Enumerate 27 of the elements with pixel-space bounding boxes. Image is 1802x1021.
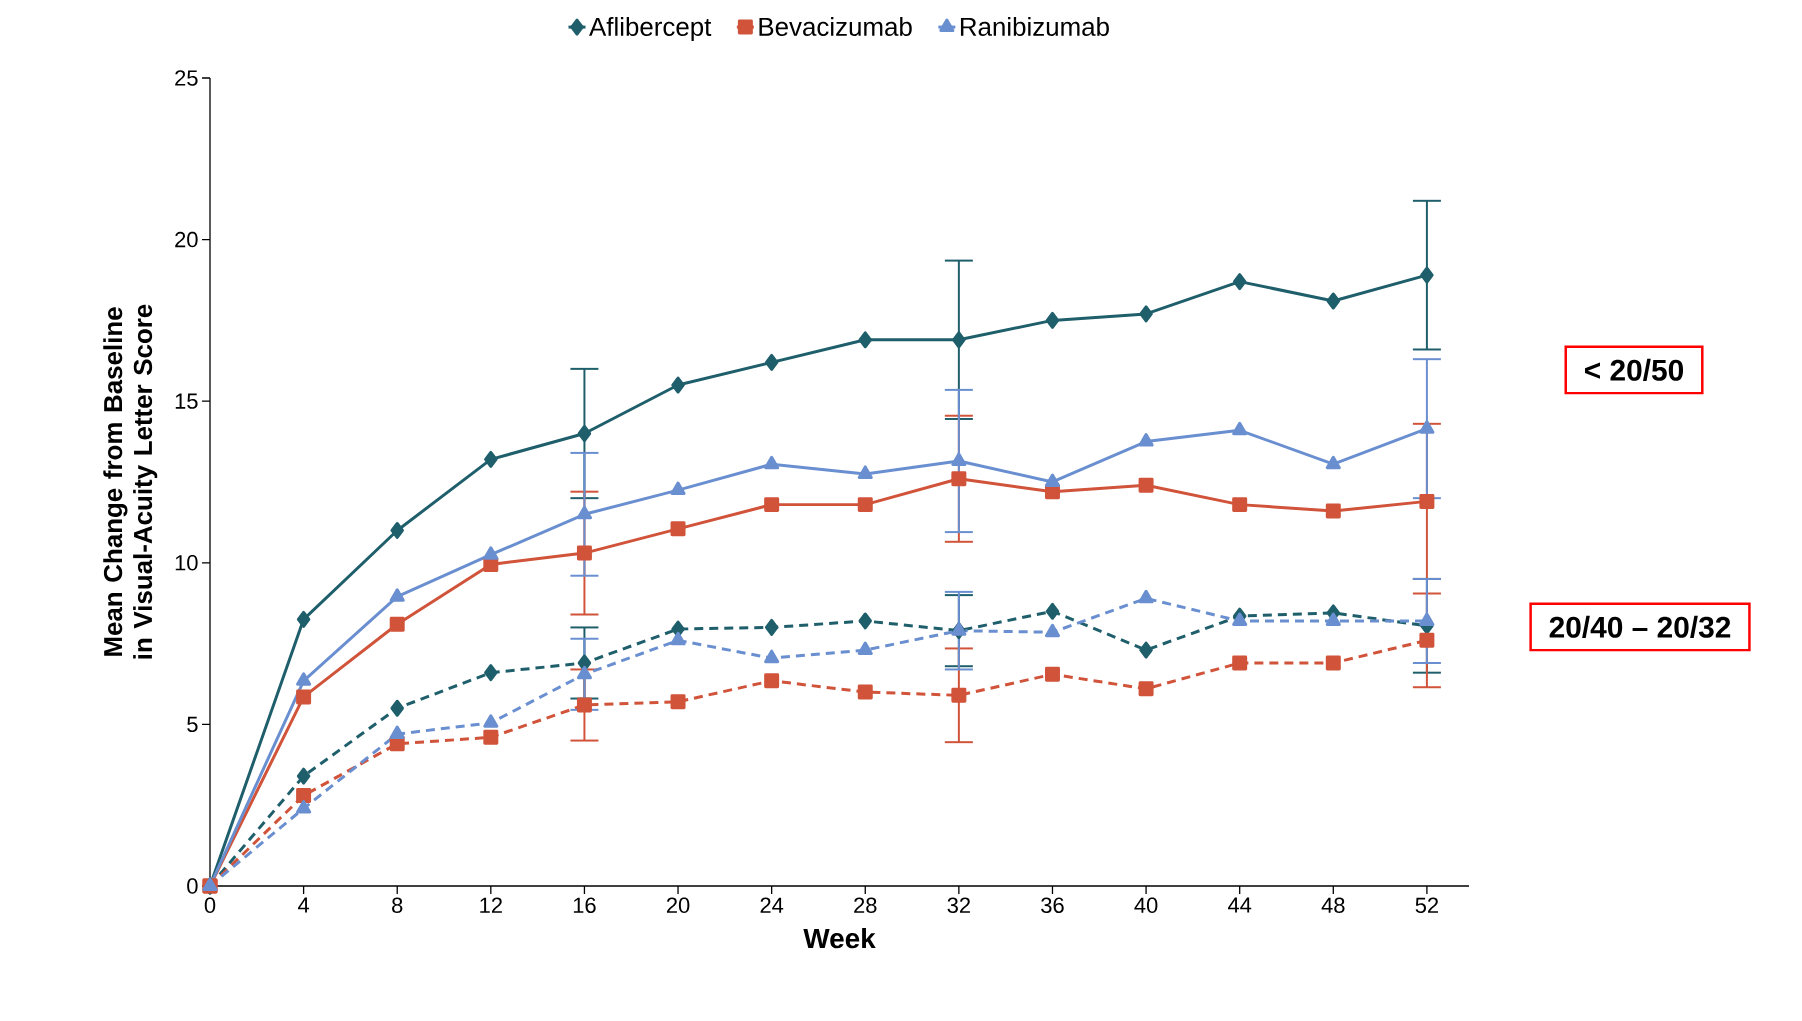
- legend-label: Bevacizumab: [759, 16, 912, 36]
- x-tick-label: 52: [1415, 897, 1438, 914]
- x-tick-label: 0: [204, 897, 216, 914]
- x-tick-label: 24: [760, 897, 784, 913]
- text: 20/40 – 20/32: [1549, 615, 1731, 639]
- x-tick-label: 48: [1321, 897, 1345, 914]
- x-tick-label: 20: [666, 897, 690, 914]
- x-tick-label: 32: [947, 897, 970, 914]
- y-axis-title: Mean Change from Baseline in Visual-Acuity Letter Score: [103, 304, 158, 659]
- y-tick-label: 10: [175, 555, 198, 571]
- x-tick-label: 44: [1228, 897, 1252, 913]
- x-tick-label: 8: [392, 897, 403, 914]
- y-tick-label: 25: [175, 70, 198, 86]
- x-tick-label: 16: [573, 897, 596, 914]
- y-tick-label: 5: [187, 716, 198, 733]
- y-tick-label: 20: [175, 231, 198, 248]
- y-tick-label: 15: [175, 393, 198, 409]
- x-tick-label: 36: [1041, 897, 1064, 914]
- y-tick-label: 0: [187, 878, 198, 894]
- legend-label: Aflibercept: [589, 16, 712, 42]
- text: < 20/50: [1584, 358, 1684, 382]
- x-tick-label: 12: [480, 897, 502, 913]
- legend-label: Ranibizumab: [960, 16, 1109, 36]
- x-tick-label: 40: [1134, 897, 1158, 914]
- x-axis-title: Week: [803, 927, 876, 949]
- x-tick-label: 4: [298, 897, 310, 913]
- x-tick-label: 28: [854, 897, 877, 914]
